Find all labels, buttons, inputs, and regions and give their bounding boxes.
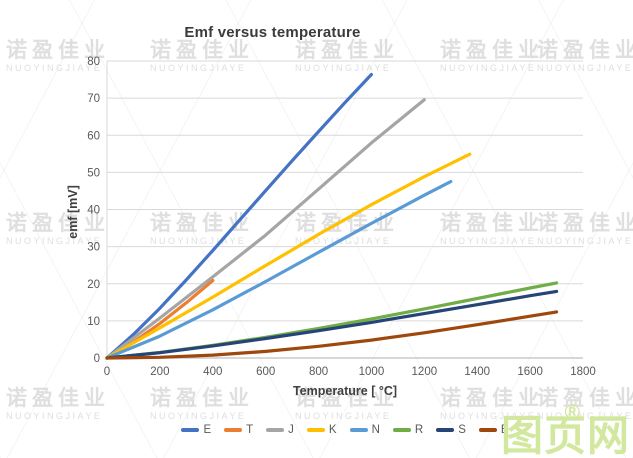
- legend-label: S: [458, 424, 466, 436]
- x-tick-label: 400: [203, 366, 222, 378]
- legend-label: N: [371, 424, 380, 436]
- legend-item-T: T: [224, 424, 253, 436]
- x-tick-label: 600: [256, 366, 275, 378]
- y-tick-label: 60: [87, 130, 100, 142]
- y-tick-label: 50: [87, 167, 100, 179]
- x-tick-label: 800: [309, 366, 328, 378]
- y-tick-label: 30: [87, 242, 100, 254]
- legend-marker-J: [266, 428, 285, 432]
- legend-marker-B: [478, 428, 497, 432]
- y-tick-label: 20: [87, 279, 100, 291]
- legend-item-K: K: [306, 424, 337, 436]
- x-tick-label: 1400: [464, 366, 490, 378]
- legend-item-N: N: [349, 424, 380, 436]
- x-tick-label: 1800: [570, 366, 596, 378]
- legend-marker-K: [306, 428, 325, 432]
- y-tick-label: 0: [94, 353, 100, 365]
- legend-item-J: J: [266, 424, 294, 436]
- series-line-K: [105, 152, 472, 360]
- legend-label: K: [328, 424, 337, 436]
- series-line-E: [105, 72, 373, 360]
- series-line-N: [105, 180, 453, 360]
- legend-item-S: S: [436, 424, 466, 436]
- legend-marker-T: [224, 428, 243, 432]
- y-tick-label: 40: [87, 205, 100, 217]
- tuyewang-logo: ® 图页网: [500, 402, 630, 458]
- series-line-B: [105, 310, 559, 360]
- y-tick-label: 70: [87, 93, 100, 105]
- x-axis-label: Temperature [ °C]: [292, 384, 398, 398]
- y-axis-label: emf [mV]: [66, 185, 80, 239]
- x-tick-label: 1600: [517, 366, 543, 378]
- x-tick-label: 1200: [412, 366, 438, 378]
- legend-item-E: E: [181, 424, 211, 436]
- x-tick-label: 1000: [359, 366, 385, 378]
- x-tick-label: 0: [104, 366, 110, 378]
- legend-label: B: [500, 424, 509, 436]
- x-tick-label: 200: [150, 366, 169, 378]
- legend-marker-N: [349, 428, 368, 432]
- series-line-S: [105, 289, 559, 360]
- logo-text: 图页网: [500, 412, 630, 458]
- y-tick-label: 10: [87, 316, 100, 328]
- legend-label: T: [246, 424, 254, 436]
- legend-item-R: R: [392, 424, 424, 436]
- legend-marker-S: [436, 428, 455, 432]
- y-tick-label: 80: [87, 56, 100, 68]
- series-line-J: [105, 98, 426, 360]
- registered-trademark-icon: ®: [564, 401, 580, 424]
- legend-label: E: [203, 424, 212, 436]
- legend-label: R: [414, 424, 424, 436]
- legend-marker-R: [392, 428, 411, 432]
- legend-item-B: B: [478, 424, 509, 436]
- legend-label: J: [288, 424, 294, 436]
- legend-marker-E: [181, 428, 200, 432]
- chart-title: Emf versus temperature: [184, 24, 361, 41]
